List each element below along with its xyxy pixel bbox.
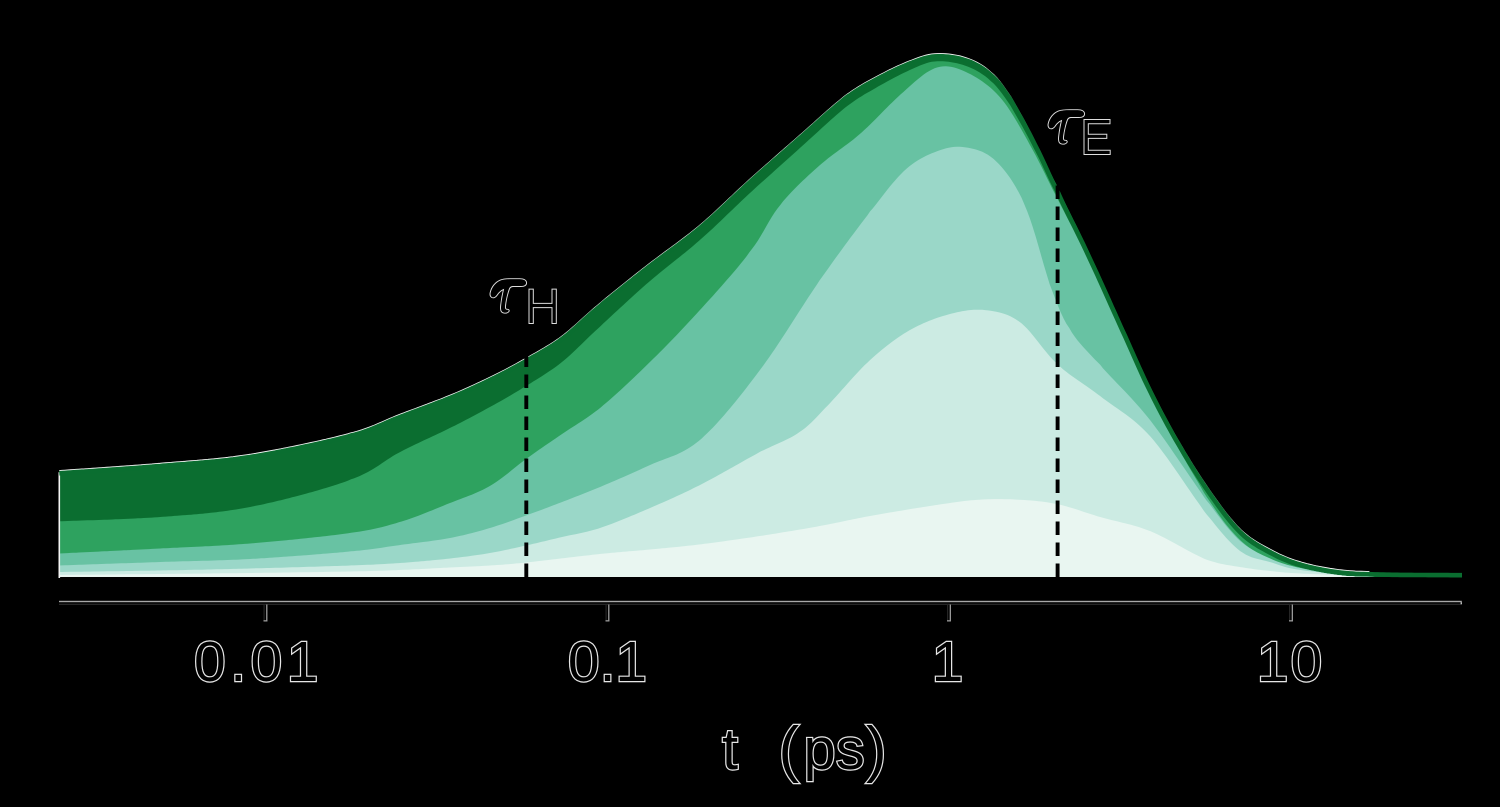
svg-text:0.01: 0.01 <box>194 630 323 694</box>
svg-text:0.1: 0.1 <box>568 630 647 694</box>
svg-text:1: 1 <box>932 630 964 694</box>
svg-text:t: t <box>722 717 738 782</box>
svg-text:): ) <box>866 715 887 784</box>
svg-text:10: 10 <box>1257 630 1324 694</box>
svg-text:ps: ps <box>804 717 865 782</box>
svg-text:(: ( <box>779 715 800 784</box>
